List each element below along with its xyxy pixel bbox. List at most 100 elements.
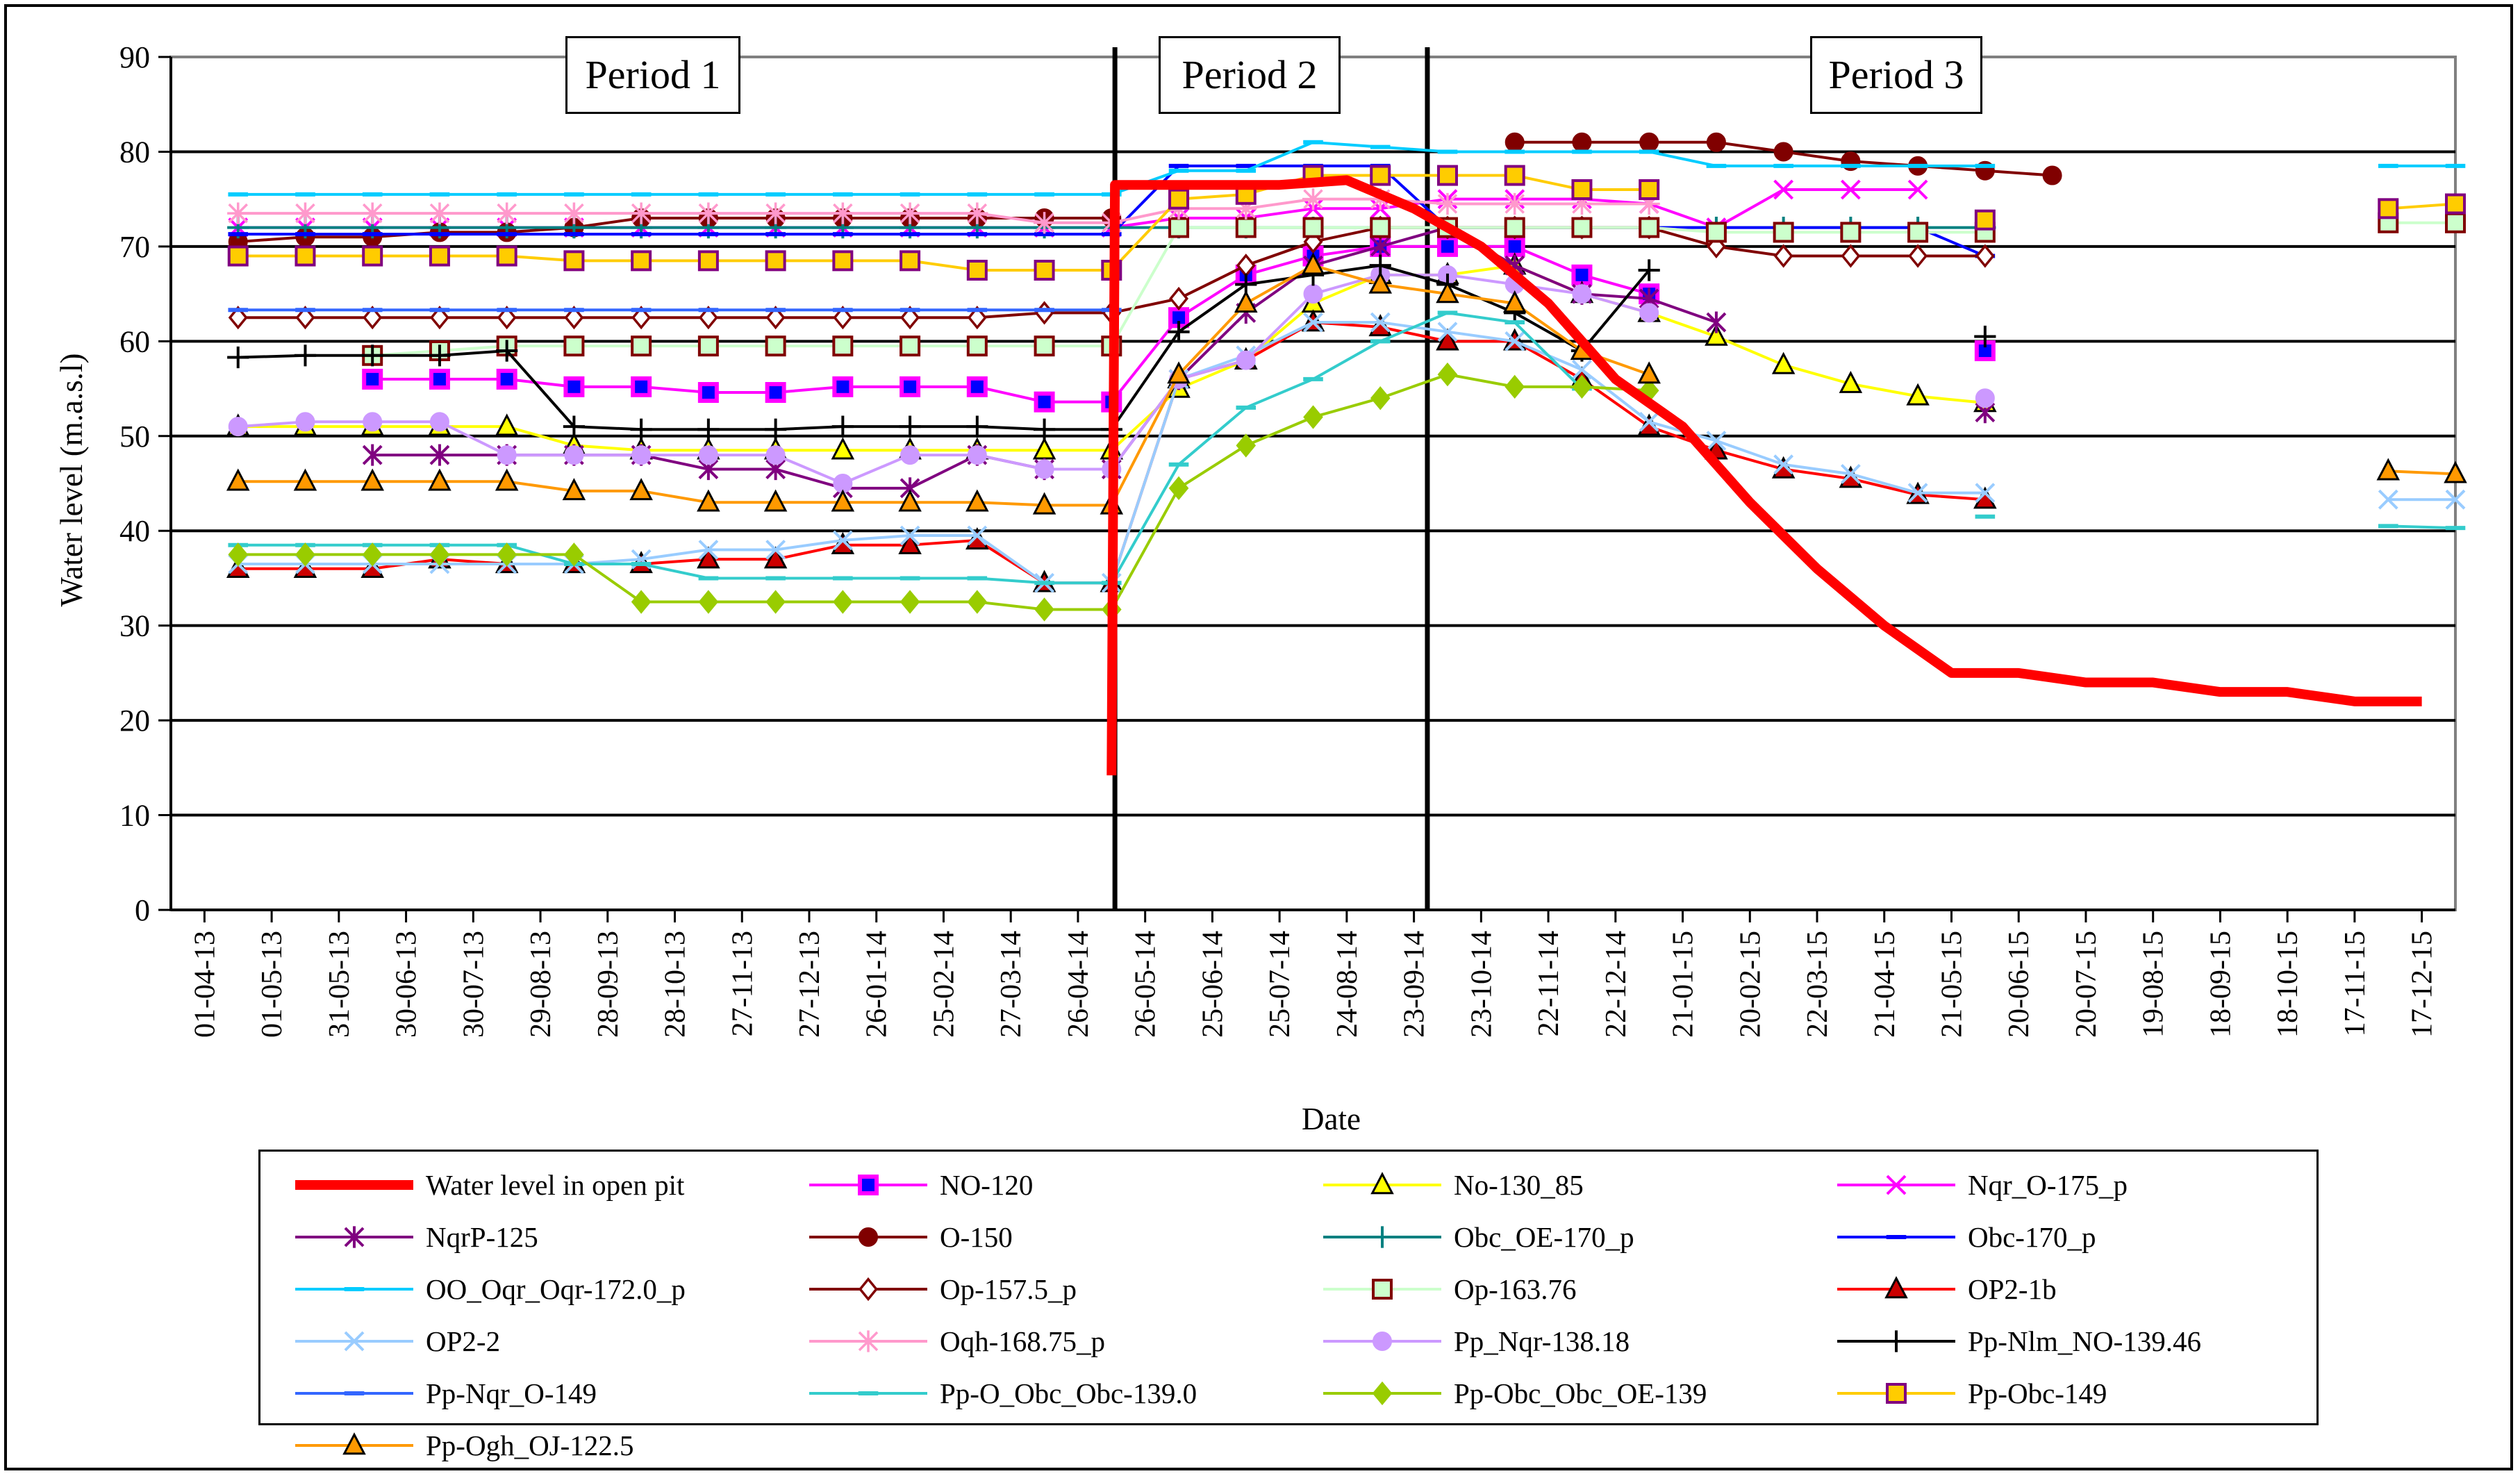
- data-point: [1907, 222, 1929, 243]
- legend-item: O-150: [802, 1216, 1302, 1258]
- legend-item: Pp-O_Obc_Obc-139.0: [802, 1373, 1302, 1414]
- x-tick-label: 23-10-14: [1466, 931, 1498, 1038]
- series-lines: [226, 132, 2467, 776]
- data-point: [832, 530, 853, 551]
- data-point: [698, 445, 718, 465]
- data-point: [497, 306, 517, 330]
- legend-item: Pp-Obc_Obc_OE-139: [1316, 1373, 1816, 1414]
- data-point: [564, 542, 584, 567]
- data-point: [966, 202, 988, 224]
- data-point: [631, 306, 652, 330]
- y-tick-label: 40: [119, 514, 150, 548]
- data-point: [429, 542, 450, 567]
- legend-label: Op-157.5_p: [940, 1273, 1077, 1305]
- data-point: [1908, 244, 1928, 268]
- data-point-inner: [430, 370, 449, 388]
- data-point: [1639, 411, 1659, 432]
- series-line: [238, 373, 1650, 611]
- data-point: [765, 335, 786, 357]
- y-tick-label: 50: [119, 420, 150, 454]
- data-point: [900, 250, 921, 272]
- data-point: [363, 412, 383, 432]
- data-point: [1974, 209, 1996, 231]
- data-point: [429, 412, 449, 432]
- data-point: [497, 445, 517, 465]
- data-point: [1034, 335, 1055, 357]
- legend-swatch: [809, 1277, 927, 1302]
- legend-label: OP2-1b: [1968, 1273, 2057, 1305]
- data-point: [1974, 325, 1996, 348]
- data-point: [765, 540, 786, 560]
- legend-item: No-130_85: [1316, 1164, 1816, 1206]
- legend-swatch: [295, 1331, 413, 1352]
- legend-label: O-150: [940, 1221, 1013, 1253]
- legend: Water level in open pit NO-120 No-130_85 Nq…: [258, 1150, 2319, 1461]
- data-point: [1885, 1330, 1907, 1352]
- data-point: [833, 306, 853, 330]
- data-point: [857, 1330, 879, 1352]
- period-1-label: Period 1: [565, 36, 740, 114]
- data-point: [495, 413, 519, 436]
- data-point: [1032, 492, 1056, 515]
- legend-label: NO-120: [940, 1169, 1034, 1201]
- data-point-inner: [859, 1176, 877, 1194]
- data-point: [967, 445, 987, 465]
- data-point-inner: [834, 377, 852, 396]
- data-point-inner: [363, 370, 382, 388]
- legend-item: Pp_Nqr-138.18: [1316, 1320, 1816, 1362]
- x-tick-label: 22-03-15: [1802, 931, 1834, 1038]
- legend-swatch: [295, 1226, 413, 1248]
- data-point: [697, 202, 720, 224]
- data-point: [429, 444, 450, 466]
- data-point: [1572, 132, 1592, 152]
- data-point-inner: [1573, 265, 1591, 284]
- legend-label: OO_Oqr_Oqr-172.0_p: [426, 1273, 686, 1305]
- data-point: [831, 415, 854, 438]
- data-point: [344, 1226, 365, 1248]
- data-point: [1168, 476, 1189, 500]
- data-point: [1773, 244, 1793, 268]
- data-point: [1303, 405, 1323, 429]
- x-tick-label: 23-09-14: [1399, 931, 1431, 1038]
- data-point: [630, 418, 652, 440]
- data-point: [1839, 370, 1863, 393]
- data-point: [1975, 483, 1996, 504]
- data-point: [831, 437, 855, 460]
- series-line: [2388, 524, 2456, 530]
- data-point: [1302, 217, 1324, 238]
- data-point: [763, 489, 788, 512]
- data-point: [1639, 217, 1660, 238]
- data-point: [496, 340, 518, 362]
- legend-label: No-130_85: [1454, 1169, 1584, 1201]
- legend-swatch: [1837, 1383, 1955, 1404]
- legend-swatch: [295, 1287, 413, 1291]
- data-point: [1705, 323, 1728, 346]
- legend-item: Obc_OE-170_p: [1316, 1216, 1816, 1258]
- x-tick-label: 01-05-13: [256, 931, 288, 1038]
- data-point: [228, 417, 248, 437]
- chart-frame: [4, 4, 2513, 1470]
- data-point: [428, 468, 451, 491]
- data-point: [1906, 383, 1930, 406]
- x-tick-label: 30-06-13: [391, 931, 423, 1038]
- data-point: [227, 346, 249, 369]
- x-tick-label: 27-03-14: [995, 931, 1027, 1038]
- y-axis-title: Water level (m.a.s.l): [54, 353, 89, 607]
- data-point: [1504, 374, 1525, 399]
- data-point: [1303, 284, 1323, 304]
- data-point-inner: [968, 377, 986, 396]
- legend-swatch: [809, 1227, 927, 1247]
- data-point: [630, 202, 652, 224]
- axes: 0 10 20 30 40 50 60 70 80 90 01-04-13 01-05-13 31-05…: [119, 40, 2455, 1038]
- data-point: [1571, 217, 1593, 238]
- y-tick-label: 0: [135, 893, 150, 927]
- x-tick-label: 29-08-13: [525, 931, 557, 1038]
- legend-swatch: [809, 1175, 927, 1195]
- legend-label: Pp-Obc-149: [1968, 1377, 2107, 1409]
- data-point: [765, 306, 786, 330]
- legend-label: Pp-Ogh_OJ-122.5: [426, 1429, 634, 1461]
- data-point: [1706, 311, 1727, 333]
- data-point: [1234, 290, 1258, 313]
- data-point: [496, 245, 517, 267]
